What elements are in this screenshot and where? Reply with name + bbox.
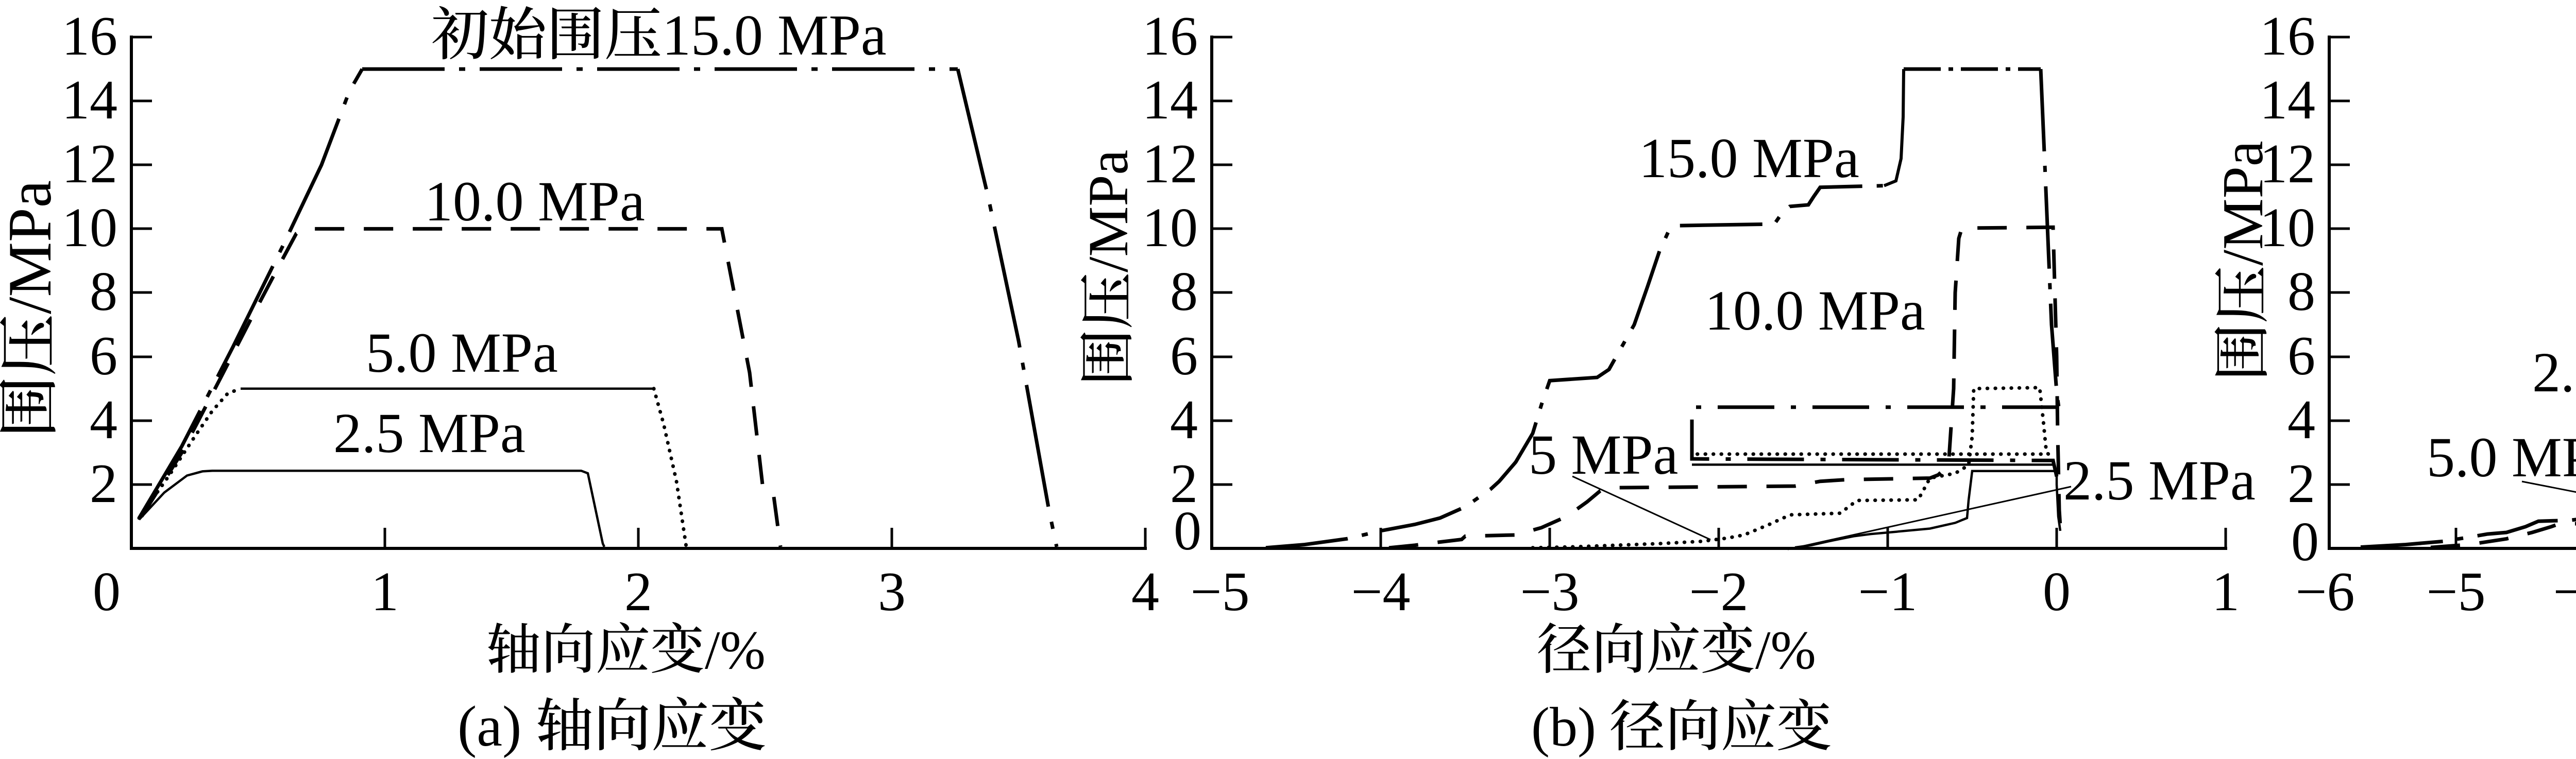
svg-text:/MPa: /MPa xyxy=(0,180,64,314)
svg-text:5.0 MPa: 5.0 MPa xyxy=(2427,426,2576,489)
svg-text:1: 1 xyxy=(2212,561,2240,623)
svg-text:16: 16 xyxy=(2260,6,2315,67)
svg-text:10: 10 xyxy=(2260,197,2315,258)
svg-text:6: 6 xyxy=(90,325,117,387)
svg-text:−4: −4 xyxy=(2553,561,2576,623)
svg-text:−3: −3 xyxy=(1520,561,1580,623)
svg-text:14: 14 xyxy=(1142,70,1198,131)
svg-text:12: 12 xyxy=(2260,133,2315,195)
svg-text:15.0 MPa: 15.0 MPa xyxy=(1639,127,1859,189)
svg-text:12: 12 xyxy=(62,133,117,195)
svg-text:2.5 MPa: 2.5 MPa xyxy=(333,402,526,464)
svg-text:−4: −4 xyxy=(1351,561,1411,623)
svg-text:0: 0 xyxy=(93,561,121,623)
svg-text:14: 14 xyxy=(2260,70,2315,131)
svg-text:6: 6 xyxy=(1170,325,1198,387)
svg-text:3: 3 xyxy=(878,561,906,623)
svg-text:(b): (b) xyxy=(1531,697,1596,758)
svg-text:0: 0 xyxy=(2043,561,2071,623)
svg-text:8: 8 xyxy=(1170,261,1198,322)
svg-text:2: 2 xyxy=(1170,453,1198,514)
svg-text:10.0 MPa: 10.0 MPa xyxy=(425,170,645,233)
svg-text:/MPa: /MPa xyxy=(2211,141,2275,266)
svg-text:5.0 MPa: 5.0 MPa xyxy=(366,321,558,384)
svg-text:2: 2 xyxy=(90,453,117,514)
svg-text:/MPa: /MPa xyxy=(1077,150,1140,272)
svg-text:15.0 MPa: 15.0 MPa xyxy=(662,4,887,67)
svg-text:6: 6 xyxy=(2287,325,2315,387)
svg-text:16: 16 xyxy=(1142,6,1198,67)
svg-text:0: 0 xyxy=(1174,501,1201,562)
svg-text:1: 1 xyxy=(371,561,399,623)
svg-text:−2: −2 xyxy=(1689,561,1749,623)
svg-text:12: 12 xyxy=(1142,133,1198,195)
svg-text:−5: −5 xyxy=(2427,561,2486,623)
svg-text:/%: /% xyxy=(1755,620,1816,680)
svg-text:4: 4 xyxy=(2287,389,2315,451)
svg-text:8: 8 xyxy=(2287,261,2315,322)
svg-text:4: 4 xyxy=(1170,389,1198,451)
svg-text:−1: −1 xyxy=(1858,561,1918,623)
svg-text:−6: −6 xyxy=(2296,561,2355,623)
svg-text:16: 16 xyxy=(62,6,117,67)
svg-text:2: 2 xyxy=(2287,453,2315,514)
svg-text:10: 10 xyxy=(62,197,117,258)
svg-text:(a): (a) xyxy=(457,695,521,758)
svg-text:0: 0 xyxy=(2291,511,2319,573)
svg-text:8: 8 xyxy=(90,261,117,322)
svg-text:2: 2 xyxy=(624,561,652,623)
svg-text:−5: −5 xyxy=(1191,561,1250,623)
svg-text:2.5 MPa: 2.5 MPa xyxy=(2063,449,2256,512)
svg-text:4: 4 xyxy=(1131,561,1159,623)
svg-text:2.5 MPa: 2.5 MPa xyxy=(2532,341,2576,404)
svg-text:4: 4 xyxy=(90,389,117,451)
svg-text:/%: /% xyxy=(705,620,766,680)
svg-text:14: 14 xyxy=(62,70,117,131)
svg-text:10.0 MPa: 10.0 MPa xyxy=(1705,279,1925,342)
svg-text:5 MPa: 5 MPa xyxy=(1529,423,1678,486)
svg-text:10: 10 xyxy=(1142,197,1198,258)
